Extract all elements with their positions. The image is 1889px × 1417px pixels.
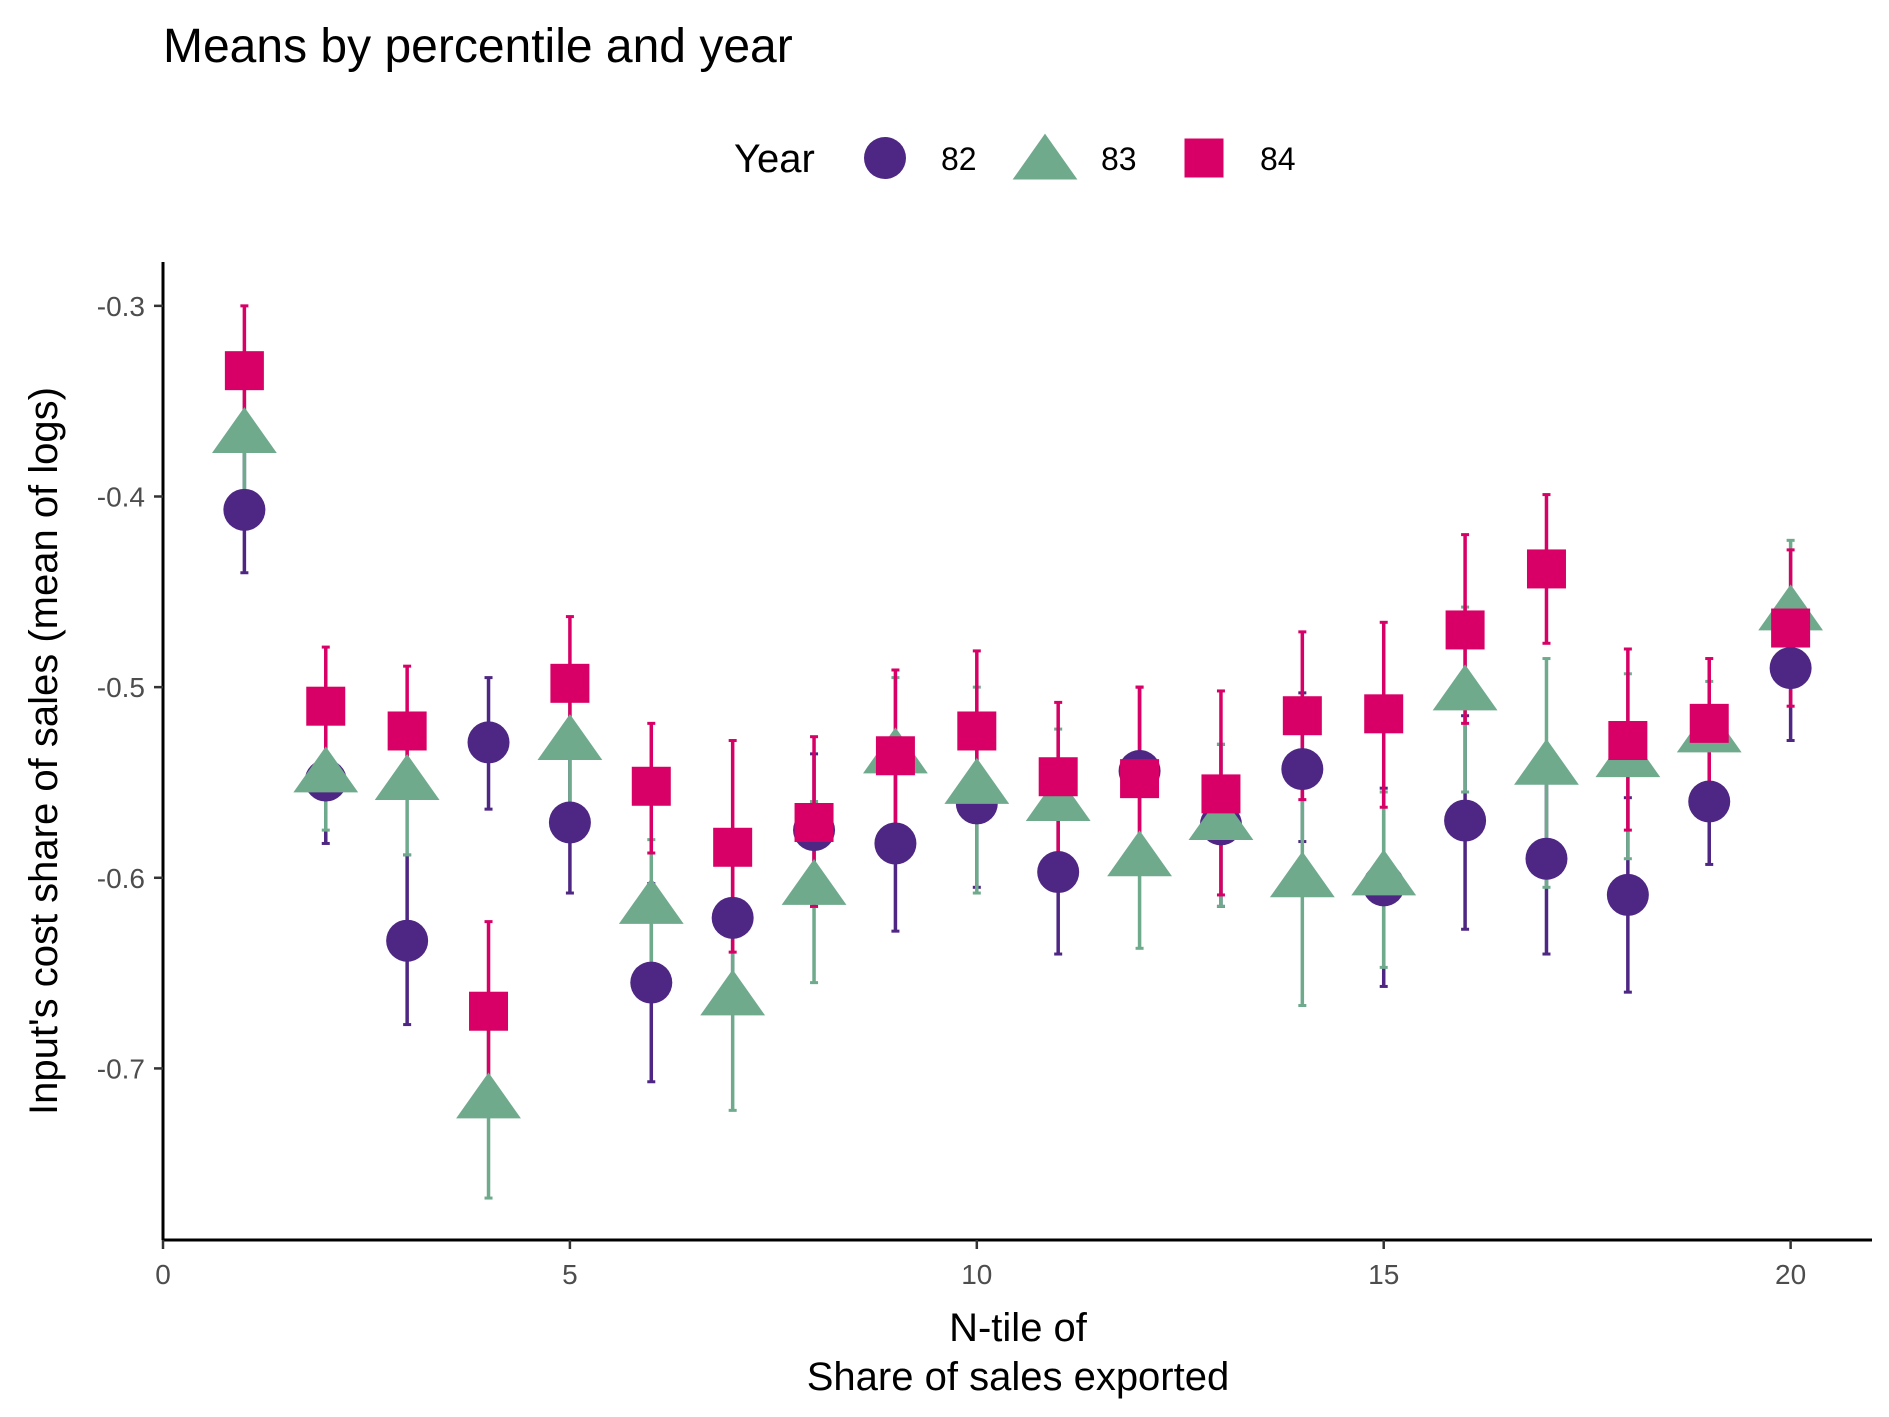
data-point-82 xyxy=(1037,851,1080,894)
x-tick-label: 10 xyxy=(961,1259,992,1290)
data-point-84 xyxy=(794,802,834,842)
data-point-82 xyxy=(223,488,266,531)
data-point-84 xyxy=(387,711,427,751)
x-axis-label-line2: Share of sales exported xyxy=(807,1355,1229,1399)
data-point-83 xyxy=(1432,664,1498,711)
data-point-83 xyxy=(1188,794,1254,841)
data-point-84 xyxy=(957,711,997,751)
y-ticks: -0.3 -0.4 -0.5 -0.6 -0.7 xyxy=(97,291,163,1084)
data-point-84 xyxy=(1689,703,1729,743)
data-point-82 xyxy=(1769,647,1812,690)
x-tick-label: 20 xyxy=(1775,1259,1806,1290)
data-point-84 xyxy=(631,766,671,806)
data-point-84 xyxy=(875,736,915,776)
legend-label-83: 83 xyxy=(1101,141,1137,177)
data-point-84 xyxy=(1445,610,1485,650)
y-tick-label: -0.4 xyxy=(97,481,145,512)
x-axis-label-line1: N-tile of xyxy=(949,1306,1088,1350)
data-point-83 xyxy=(700,969,766,1016)
data-point-84 xyxy=(224,351,264,391)
data-point-82 xyxy=(1688,780,1731,823)
y-tick-label: -0.3 xyxy=(97,291,145,322)
y-axis-label: Input's cost share of sales (mean of log… xyxy=(22,387,66,1115)
data-point-83 xyxy=(456,1072,521,1119)
data-points xyxy=(211,351,1824,1119)
data-point-83 xyxy=(211,407,277,454)
axes: 0 5 10 15 20 -0.3 -0.4 -0.5 -0.6 -0.7 xyxy=(97,262,1872,1290)
data-point-83 xyxy=(944,757,1010,804)
data-point-82 xyxy=(1525,837,1568,880)
legend-label-84: 84 xyxy=(1260,141,1296,177)
data-point-83 xyxy=(1025,775,1091,821)
data-point-83 xyxy=(293,746,359,793)
legend-key-83 xyxy=(1012,133,1078,180)
x-ticks: 0 5 10 15 20 xyxy=(155,1240,1806,1290)
legend-key-82 xyxy=(864,137,906,179)
data-point-84 xyxy=(1282,696,1322,736)
data-point-84 xyxy=(1038,757,1078,797)
y-tick-label: -0.5 xyxy=(97,672,145,703)
data-point-84 xyxy=(306,686,346,726)
data-point-84 xyxy=(713,827,753,867)
data-point-84 xyxy=(1201,774,1241,814)
data-point-82 xyxy=(1281,748,1324,791)
data-point-83 xyxy=(1107,830,1172,877)
y-tick-label: -0.6 xyxy=(97,863,145,894)
data-point-82 xyxy=(874,822,917,865)
data-point-84 xyxy=(1120,759,1160,799)
data-point-82 xyxy=(1444,799,1487,842)
data-point-83 xyxy=(1514,738,1579,785)
y-tick-label: -0.7 xyxy=(97,1053,145,1084)
data-point-83 xyxy=(374,754,440,801)
data-point-83 xyxy=(1269,851,1335,898)
data-point-82 xyxy=(467,721,510,764)
data-point-84 xyxy=(1526,549,1566,589)
data-point-83 xyxy=(537,714,603,760)
legend: Year 82 83 84 xyxy=(734,133,1296,181)
data-point-84 xyxy=(550,663,590,703)
legend-items: 82 83 84 xyxy=(864,133,1296,180)
chart-title: Means by percentile and year xyxy=(163,20,793,73)
x-tick-label: 5 xyxy=(562,1259,578,1290)
data-point-83 xyxy=(1351,849,1417,896)
data-point-84 xyxy=(1364,694,1404,734)
plot-area xyxy=(211,304,1824,1200)
legend-title: Year xyxy=(734,137,815,181)
data-point-84 xyxy=(1771,608,1811,648)
data-point-84 xyxy=(1608,721,1648,761)
data-point-82 xyxy=(711,896,754,939)
data-point-82 xyxy=(386,919,429,962)
x-tick-label: 0 xyxy=(155,1259,171,1290)
legend-label-82: 82 xyxy=(941,141,977,177)
data-point-82 xyxy=(548,801,591,844)
data-point-83 xyxy=(781,858,847,905)
data-point-82 xyxy=(630,961,673,1004)
data-point-82 xyxy=(1606,873,1649,916)
data-point-84 xyxy=(469,991,509,1031)
x-tick-label: 15 xyxy=(1368,1259,1399,1290)
legend-key-84 xyxy=(1184,138,1224,178)
data-point-83 xyxy=(618,878,684,924)
